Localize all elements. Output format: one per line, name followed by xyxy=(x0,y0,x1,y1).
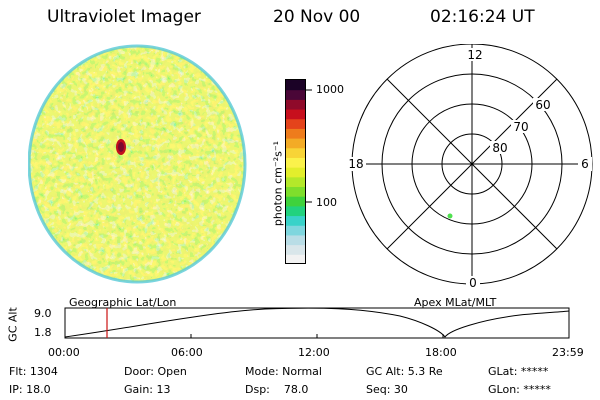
instrument-title: Ultraviolet Imager xyxy=(47,7,201,27)
colorbar-band xyxy=(286,225,306,236)
polar-axis-diag2 xyxy=(386,78,558,250)
flt-value: Flt: 1304 xyxy=(9,365,58,378)
colorbar-ticks xyxy=(306,89,312,203)
colorbar-band xyxy=(286,157,306,168)
gain-value: Gain: 13 xyxy=(124,383,171,396)
y-bottom-label: 1.8 xyxy=(34,326,52,339)
y-top-label: 9.0 xyxy=(34,307,52,320)
uv-image xyxy=(28,44,247,284)
colorbar-unit-label: photon cm⁻²s⁻¹ xyxy=(271,140,285,227)
colorbar-band xyxy=(286,80,306,91)
aurora-spot xyxy=(116,139,126,155)
colorbar-band xyxy=(286,215,306,226)
timeline-frame xyxy=(64,307,570,339)
ip-value: IP: 18.0 xyxy=(9,383,51,396)
colorbar-band xyxy=(286,167,306,178)
colorbar-band xyxy=(286,89,306,100)
glat-value: GLat: ***** xyxy=(488,365,549,378)
mlt-6-label: 6 xyxy=(581,157,589,171)
colorbar xyxy=(286,80,306,264)
mlt-18-label: 18 xyxy=(348,157,363,171)
colorbar-band xyxy=(286,176,306,188)
colorbar-band xyxy=(286,244,306,255)
gc-alt-axis-label: GC Alt xyxy=(6,307,20,342)
apex-label: Apex MLat/MLT xyxy=(414,296,497,309)
gc-alt-value: GC Alt: 5.3 Re xyxy=(366,365,443,378)
colorbar-band xyxy=(286,205,306,217)
seq-value: Seq: 30 xyxy=(366,383,408,396)
date-label: 20 Nov 00 xyxy=(273,7,361,27)
x-tick-1800: 18:00 xyxy=(425,346,457,359)
x-tick-1200: 12:00 xyxy=(298,346,330,359)
door-value: Door: Open xyxy=(124,365,187,378)
colorbar-band xyxy=(286,118,306,129)
colorbar-tick-1000: 1000 xyxy=(316,83,344,96)
lat-60-label: 60 xyxy=(535,98,550,112)
lat-80-label: 80 xyxy=(492,141,507,155)
colorbar-frame xyxy=(285,79,306,264)
colorbar-band xyxy=(286,186,306,197)
colorbar-band xyxy=(286,128,306,139)
lat-70-label: 70 xyxy=(513,120,528,134)
altitude-curve xyxy=(64,307,570,338)
x-tick-0600: 06:00 xyxy=(171,346,203,359)
colorbar-band xyxy=(286,138,306,149)
colorbar-band xyxy=(286,99,306,110)
glon-value: GLon: ***** xyxy=(488,383,551,396)
colorbar-tick-100: 100 xyxy=(316,196,337,209)
polar-marker xyxy=(447,213,453,219)
geographic-label: Geographic Lat/Lon xyxy=(69,296,177,309)
colorbar-band xyxy=(286,147,306,158)
colorbar-band xyxy=(286,254,306,264)
time-label: 02:16:24 UT xyxy=(430,7,535,27)
colorbar-band xyxy=(286,109,306,120)
mlt-0-label: 0 xyxy=(469,276,477,290)
mode-value: Mode: Normal xyxy=(245,365,322,378)
dsp-value: Dsp: 78.0 xyxy=(245,383,309,396)
altitude-timeline xyxy=(64,307,570,339)
colorbar-band xyxy=(286,196,306,207)
polar-plot: 12 0 18 6 60 70 80 xyxy=(342,44,593,290)
colorbar-band xyxy=(286,234,306,246)
x-tick-0000: 00:00 xyxy=(48,346,80,359)
mlt-12-label: 12 xyxy=(467,48,482,62)
x-tick-2359: 23:59 xyxy=(552,346,584,359)
